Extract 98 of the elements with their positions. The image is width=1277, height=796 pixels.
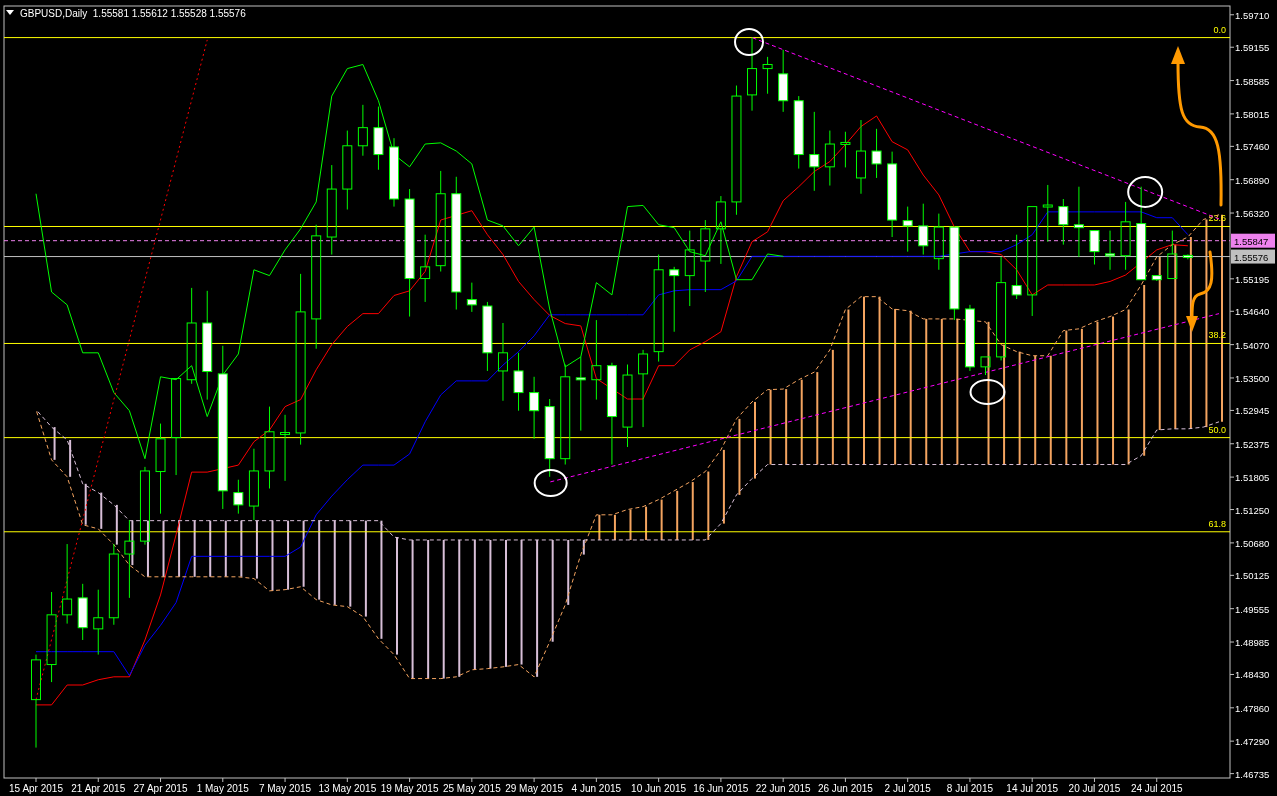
candlestick (108, 543, 119, 626)
annotation: 0.0 (1213, 24, 1226, 35)
candlestick (871, 128, 882, 179)
y-tick-label: 1.58015 (1235, 108, 1270, 120)
x-tick-label: 24 Jul 2015 (1130, 783, 1184, 794)
y-tick-label: 1.54640 (1235, 306, 1270, 318)
x-tick-label: 4 Jun 2015 (571, 783, 622, 794)
annotation: 50.0 (1208, 424, 1226, 435)
candlestick (933, 213, 944, 271)
y-tick-label: 1.55195 (1235, 273, 1270, 285)
candlestick (996, 256, 1007, 361)
candlestick (902, 206, 913, 253)
x-tick-label: 21 Apr 2015 (71, 783, 126, 794)
candlestick (918, 203, 929, 256)
candlestick (466, 282, 477, 313)
candlestick (311, 224, 322, 350)
x-tick-label: 25 May 2015 (442, 783, 502, 794)
candlestick (264, 406, 275, 489)
y-tick-label: 1.52375 (1235, 438, 1270, 450)
candlestick (139, 466, 150, 546)
candlestick (357, 104, 368, 157)
candlestick (1042, 184, 1053, 243)
chart-title: GBPUSD,Daily 1.55581 1.55612 1.55528 1.55576 (20, 8, 247, 19)
candlestick (31, 654, 41, 749)
y-tick-label: 1.52945 (1235, 405, 1270, 417)
x-tick-label: 13 May 2015 (318, 783, 377, 794)
candlestick (93, 589, 104, 656)
y-tick-label: 1.53500 (1235, 372, 1270, 384)
candlestick (669, 266, 680, 333)
y-tick-label: 1.54070 (1235, 339, 1270, 351)
y-tick-label: 1.50125 (1235, 570, 1270, 582)
candlestick (233, 479, 244, 515)
candlestick (326, 164, 337, 256)
candlestick (824, 130, 835, 187)
candlestick (420, 234, 431, 303)
y-tick-label: 1.59710 (1235, 9, 1270, 21)
candlestick (653, 254, 664, 363)
candlestick (529, 376, 540, 440)
candlestick (155, 423, 166, 515)
y-tick-label: 1.50680 (1235, 537, 1270, 549)
x-tick-label: 7 May 2015 (258, 783, 312, 794)
y-tick-label: 1.47860 (1235, 702, 1270, 714)
ref-line-label: 1.55576 (1234, 251, 1269, 263)
y-tick-label: 1.46735 (1235, 768, 1270, 780)
x-tick-label: 15 Apr 2015 (9, 783, 64, 794)
y-tick-label: 1.48430 (1235, 669, 1270, 681)
candlestick (1120, 201, 1131, 271)
candlestick (248, 448, 259, 521)
ref-line-label: 1.55847 (1234, 235, 1269, 247)
candlestick (1089, 230, 1100, 265)
x-tick-label: 19 May 2015 (380, 783, 439, 794)
candlestick (809, 111, 820, 192)
y-tick-label: 1.58585 (1235, 75, 1270, 87)
y-tick-label: 1.56320 (1235, 208, 1270, 220)
candlestick (840, 131, 851, 168)
candlestick (715, 195, 726, 265)
candlestick (435, 170, 446, 273)
x-tick-label: 2 Jul 2015 (884, 783, 932, 794)
candlestick (1073, 186, 1084, 258)
y-tick-label: 1.59155 (1235, 42, 1270, 54)
x-tick-label: 14 Jul 2015 (1006, 783, 1059, 794)
y-tick-label: 1.49555 (1235, 603, 1270, 615)
candlestick (1167, 230, 1178, 280)
x-tick-label: 8 Jul 2015 (946, 783, 994, 794)
annotation: 61.8 (1208, 518, 1226, 529)
candlestick (280, 414, 291, 482)
y-tick-label: 1.57460 (1235, 141, 1270, 153)
candlestick (1058, 198, 1069, 246)
candlestick (497, 322, 508, 402)
x-tick-label: 16 Jun 2015 (693, 783, 749, 794)
candlestick (855, 119, 866, 195)
candlestick (638, 349, 649, 428)
x-tick-label: 26 Jun 2015 (817, 783, 874, 794)
candlestick (186, 287, 197, 385)
candlestick (1027, 206, 1038, 317)
x-tick-label: 20 Jul 2015 (1068, 783, 1121, 794)
y-tick-label: 1.56890 (1235, 174, 1270, 186)
x-tick-label: 22 Jun 2015 (755, 783, 812, 794)
candlestick (46, 591, 57, 683)
candlestick (295, 273, 306, 446)
x-tick-label: 27 Apr 2015 (133, 783, 188, 794)
candlestick (62, 543, 73, 625)
candlestick (684, 230, 695, 307)
x-tick-label: 10 Jun 2015 (631, 783, 687, 794)
candlestick (513, 352, 524, 412)
y-tick-label: 1.51250 (1235, 504, 1270, 516)
x-tick-label: 1 May 2015 (196, 783, 250, 794)
line-series (35, 115, 1189, 706)
candlestick (1011, 234, 1022, 300)
y-tick-label: 1.51805 (1235, 472, 1270, 484)
y-tick-label: 1.48985 (1235, 637, 1270, 649)
y-tick-label: 1.47290 (1235, 736, 1270, 748)
x-tick-label: 29 May 2015 (505, 783, 564, 794)
candlestick (747, 37, 758, 112)
candlestick (575, 356, 586, 432)
candlestick (342, 130, 353, 211)
candlestick (1105, 230, 1116, 271)
candlestick (591, 319, 602, 401)
